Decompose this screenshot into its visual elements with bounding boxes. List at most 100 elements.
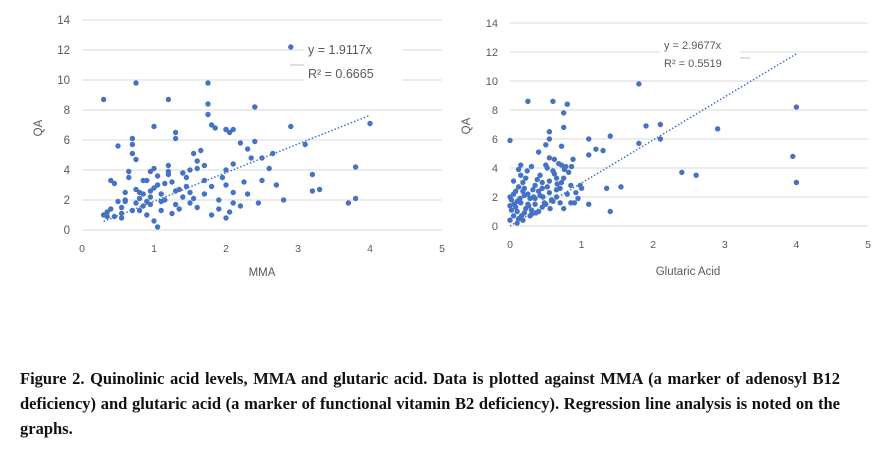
data-point xyxy=(513,188,519,194)
x-tick-label: 1 xyxy=(579,239,585,251)
data-point xyxy=(208,212,215,218)
data-point xyxy=(226,209,233,215)
trendline-r-squared: R² = 0.6665 xyxy=(308,67,374,81)
data-point xyxy=(527,213,533,219)
data-point xyxy=(122,189,128,196)
data-point xyxy=(187,189,193,196)
data-point xyxy=(537,172,543,178)
data-point xyxy=(657,121,664,128)
data-point xyxy=(136,189,143,196)
data-point xyxy=(266,165,272,172)
data-point xyxy=(534,176,540,183)
data-point xyxy=(561,124,567,131)
data-point xyxy=(111,180,118,187)
data-point xyxy=(600,147,606,154)
data-point xyxy=(115,143,121,149)
data-point xyxy=(122,198,128,205)
data-point xyxy=(518,213,525,219)
data-point xyxy=(158,207,164,214)
data-point xyxy=(532,201,538,207)
data-point xyxy=(543,201,549,207)
data-point xyxy=(244,191,251,197)
data-point xyxy=(561,205,567,212)
data-point xyxy=(510,213,517,219)
data-point xyxy=(643,123,649,129)
data-point xyxy=(133,200,139,206)
data-point xyxy=(593,146,599,152)
data-point xyxy=(108,206,114,212)
data-point xyxy=(172,129,179,136)
y-tick-label: 8 xyxy=(492,105,498,117)
data-point xyxy=(288,44,294,50)
data-point xyxy=(603,185,610,191)
data-point xyxy=(523,175,529,181)
data-point xyxy=(543,142,549,148)
data-point xyxy=(162,180,168,187)
data-point xyxy=(515,184,522,190)
y-tick-label: 12 xyxy=(57,45,70,57)
data-point xyxy=(194,158,200,164)
data-point xyxy=(544,184,550,190)
data-point xyxy=(568,182,574,189)
data-point xyxy=(208,122,215,128)
x-tick-label: 0 xyxy=(79,243,85,255)
y-axis-title: QA xyxy=(33,119,45,136)
data-point xyxy=(205,101,211,107)
data-point xyxy=(237,203,244,209)
data-point xyxy=(180,194,186,200)
data-point xyxy=(532,182,538,189)
data-point xyxy=(187,167,193,173)
data-point xyxy=(165,162,172,169)
y-tick-label: 0 xyxy=(492,221,498,233)
y-axis-title: QA xyxy=(461,117,473,134)
data-point xyxy=(507,137,513,144)
data-point xyxy=(255,200,262,206)
y-tick-label: 6 xyxy=(64,135,70,147)
data-point xyxy=(546,155,553,161)
data-point xyxy=(111,213,118,220)
data-point xyxy=(507,203,513,209)
data-point xyxy=(345,200,352,206)
data-point xyxy=(144,212,150,218)
data-point xyxy=(530,187,536,193)
y-tick-label: 14 xyxy=(57,15,70,27)
data-point xyxy=(237,140,244,146)
data-point xyxy=(533,210,539,216)
figure-caption: Figure 2. Quinolinic acid levels, MMA an… xyxy=(20,369,840,438)
data-point xyxy=(252,138,258,145)
data-point xyxy=(539,179,545,186)
data-point xyxy=(259,177,265,184)
data-point xyxy=(528,207,535,213)
data-point xyxy=(507,217,513,223)
data-point xyxy=(553,194,560,200)
y-tick-label: 0 xyxy=(64,225,70,237)
data-point xyxy=(575,195,581,202)
data-point xyxy=(223,167,229,173)
data-point xyxy=(547,205,553,212)
x-tick-label: 5 xyxy=(439,243,445,255)
data-point xyxy=(550,198,556,205)
data-point xyxy=(129,141,136,148)
data-point xyxy=(219,174,226,181)
data-point xyxy=(151,218,157,224)
data-point xyxy=(180,170,186,176)
data-point xyxy=(508,207,515,213)
data-point xyxy=(367,120,373,127)
y-tick-label: 2 xyxy=(64,195,70,207)
data-point xyxy=(573,189,579,196)
data-point xyxy=(126,174,132,181)
data-point xyxy=(553,175,560,181)
data-point xyxy=(518,162,524,168)
data-point xyxy=(535,188,542,194)
data-point xyxy=(136,207,143,214)
data-point xyxy=(194,204,200,211)
data-point xyxy=(528,163,535,170)
data-point xyxy=(133,80,139,86)
data-point xyxy=(158,191,164,197)
data-point xyxy=(216,206,222,212)
data-point xyxy=(223,126,229,133)
data-point xyxy=(578,185,585,191)
data-point xyxy=(230,189,236,196)
x-axis-title: MMA xyxy=(249,267,276,279)
